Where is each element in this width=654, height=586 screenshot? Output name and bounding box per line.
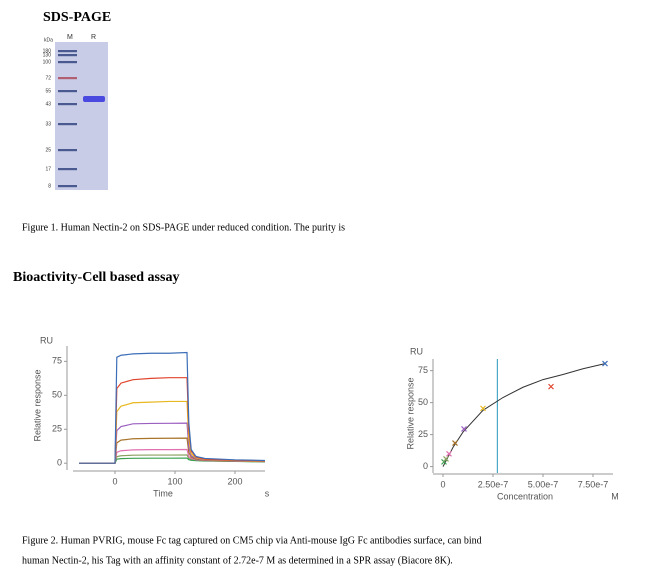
point — [443, 456, 449, 462]
y-unit: RU — [410, 346, 423, 356]
y-tick-label: 0 — [423, 461, 428, 471]
marker-label: 130 — [43, 52, 52, 58]
sensorgram — [79, 351, 266, 464]
marker-band — [58, 77, 77, 80]
fit-curve — [442, 363, 606, 467]
y-tick-label: 25 — [418, 429, 428, 439]
caption: human Nectin-2, his Tag with an affinity… — [22, 555, 453, 566]
marker-band — [58, 168, 77, 171]
x-tick-label: 2.50e-7 — [478, 479, 509, 489]
point — [446, 450, 452, 457]
caption: Figure 1. Human Nectin-2 on SDS-PAGE und… — [22, 222, 345, 233]
marker-band — [58, 103, 77, 106]
marker-label: 17 — [45, 166, 51, 172]
marker-band — [58, 123, 77, 126]
point — [452, 440, 458, 446]
section-title: SDS-PAGE — [43, 10, 111, 25]
x-unit: s — [265, 488, 270, 498]
sample-band — [83, 96, 105, 102]
marker-band — [58, 61, 77, 64]
y-tick-label: 50 — [52, 390, 62, 400]
marker-label: 33 — [45, 121, 51, 127]
point — [441, 458, 447, 465]
marker-label: 55 — [45, 88, 51, 94]
gel-unit: kDa — [44, 37, 53, 43]
caption: Figure 2. Human PVRIG, mouse Fc tag capt… — [22, 535, 482, 546]
gel — [55, 42, 108, 190]
x-unit: M — [611, 491, 619, 501]
point — [461, 426, 467, 432]
marker-band — [58, 90, 77, 93]
x-tick-label: 100 — [167, 476, 182, 486]
section-title: Bioactivity-Cell based assay — [13, 270, 179, 285]
marker-band — [58, 50, 77, 53]
lane-label: M — [67, 34, 73, 41]
point — [480, 405, 486, 412]
marker-label: 180 — [43, 48, 52, 54]
x-tick-label: 5.00e-7 — [528, 479, 559, 489]
y-tick-label: 50 — [418, 397, 428, 407]
y-tick-label: 25 — [52, 424, 62, 434]
y-axis-label: Relative response — [405, 377, 415, 449]
marker-band — [58, 149, 77, 152]
y-tick-label: 75 — [52, 356, 62, 366]
sensorgram — [79, 400, 266, 464]
y-tick-label: 75 — [418, 365, 428, 375]
marker-label: 72 — [45, 75, 51, 81]
sensorgram — [79, 422, 266, 464]
marker-label: 100 — [43, 59, 52, 65]
point — [548, 383, 554, 390]
y-tick-label: 0 — [57, 458, 62, 468]
marker-band — [58, 54, 77, 57]
lane-label: R — [91, 34, 96, 41]
sensorgram — [79, 377, 266, 464]
x-tick-label: 200 — [227, 476, 242, 486]
x-tick-label: 7.50e-7 — [578, 479, 609, 489]
marker-label: 43 — [45, 101, 51, 107]
x-axis-label: Time — [153, 488, 173, 498]
x-tick-label: 0 — [440, 479, 445, 489]
marker-band — [58, 185, 77, 188]
marker-label: 8 — [48, 183, 51, 189]
x-tick-label: 0 — [112, 476, 117, 486]
x-axis-label: Concentration — [497, 491, 553, 501]
y-unit: RU — [40, 335, 53, 345]
marker-label: 25 — [45, 147, 51, 153]
point — [602, 360, 608, 367]
y-axis-label: Relative response — [32, 369, 42, 441]
